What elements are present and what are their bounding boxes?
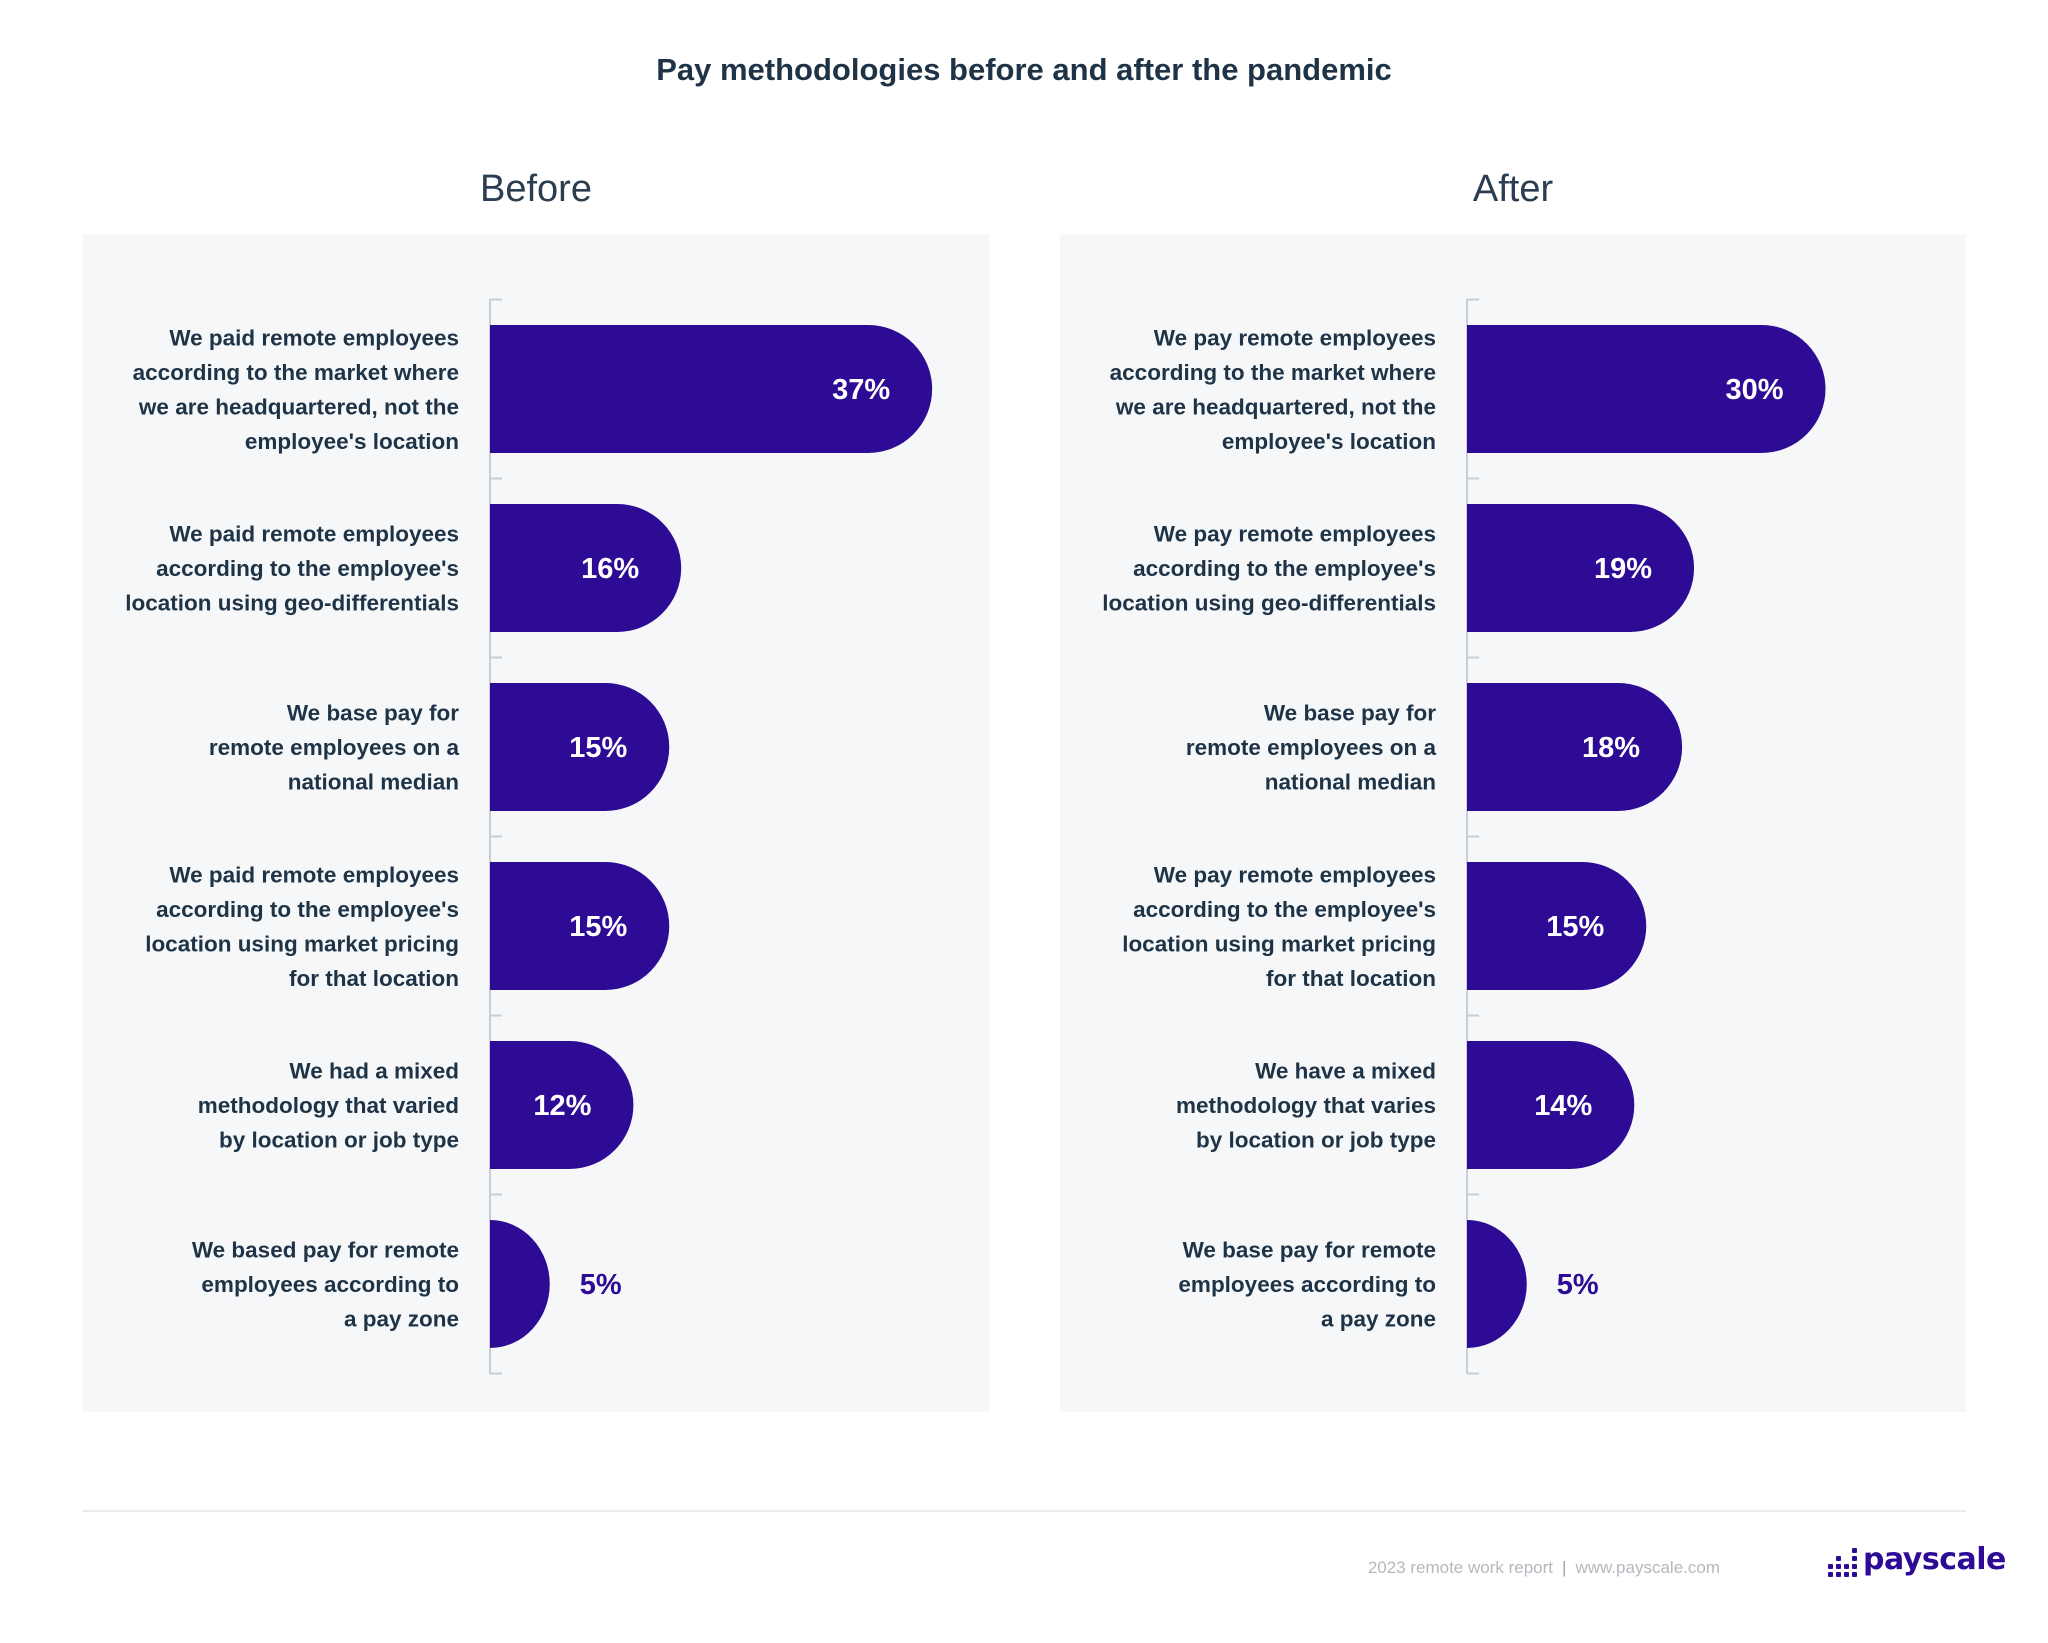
before-value-label-2: 16% — [581, 553, 639, 585]
before-bar-5 — [490, 1041, 634, 1169]
before-category-label-5: We had a mixed methodology that varied by … — [198, 1059, 459, 1153]
after-bar-5 — [1467, 1041, 1635, 1169]
after-value-label-2: 19% — [1594, 553, 1652, 585]
before-category-label-1: We paid remote employees according to the… — [133, 325, 459, 454]
after-value-label-3: 18% — [1582, 732, 1640, 764]
after-bar-2 — [1467, 504, 1695, 632]
before-value-label-6: 5% — [580, 1269, 622, 1301]
before-value-label-1: 37% — [832, 374, 890, 406]
after-value-label-5: 14% — [1534, 1090, 1592, 1122]
after-value-label-4: 15% — [1546, 911, 1604, 943]
after-chart-panel: 30% We pay remote employees according to t… — [1060, 234, 1966, 1412]
before-bar-1 — [490, 325, 933, 453]
after-bar-3 — [1467, 683, 1683, 811]
chart-title: Pay methodologies before and after the p… — [656, 52, 1392, 87]
before-category-label-2: We paid remote employees according to the… — [125, 522, 459, 616]
before-bar-6 — [490, 1220, 550, 1348]
after-category-label-4: We pay remote employees according to the … — [1122, 862, 1436, 991]
after-value-label-1: 30% — [1725, 374, 1783, 406]
after-category-label-1: We pay remote employees according to the … — [1110, 325, 1436, 454]
footer-credit: 2023 remote work report | www.payscale.com — [1368, 1558, 1720, 1578]
after-panel-title: After — [1472, 168, 1554, 210]
before-category-label-4: We paid remote employees according to the… — [145, 862, 459, 991]
before-value-label-3: 15% — [569, 732, 627, 764]
footer-report-label: 2023 remote work report — [1367, 1558, 1554, 1577]
before-bar-3 — [490, 683, 670, 811]
footer-url-link[interactable]: www.payscale.com — [1575, 1558, 1720, 1577]
before-value-label-4: 15% — [569, 911, 627, 943]
after-value-label-6: 5% — [1557, 1269, 1599, 1301]
after-category-label-5: We have a mixed methodology that varies by… — [1176, 1059, 1436, 1153]
after-bar-chart: 30% We pay remote employees according to t… — [1102, 298, 1826, 1375]
before-category-label-3: We base pay for remote employees on a nati… — [209, 701, 460, 795]
before-category-label-6: We based pay for remote employees accordi… — [192, 1238, 459, 1332]
after-category-label-6: We base pay for remote employees accordin… — [1178, 1238, 1436, 1332]
before-value-label-5: 12% — [533, 1090, 591, 1122]
footer-separator: | — [1562, 1558, 1567, 1577]
after-category-label-3: We base pay for remote employees on a nati… — [1186, 701, 1437, 795]
after-bar-4 — [1467, 862, 1647, 990]
payscale-logo-mark-icon — [1828, 1548, 1857, 1577]
payscale-logo-text: payscale — [1863, 1542, 2006, 1577]
before-bar-4 — [490, 862, 670, 990]
footer-divider — [83, 1510, 1966, 1512]
before-bar-chart: 37% We paid remote employees according to … — [125, 298, 933, 1375]
after-bar-6 — [1467, 1220, 1527, 1348]
after-bar-1 — [1467, 325, 1826, 453]
before-bar-2 — [490, 504, 682, 632]
before-chart-panel: 37% We paid remote employees according to … — [83, 234, 989, 1412]
after-category-label-2: We pay remote employees according to the … — [1102, 522, 1436, 616]
before-panel-title: Before — [480, 168, 592, 210]
